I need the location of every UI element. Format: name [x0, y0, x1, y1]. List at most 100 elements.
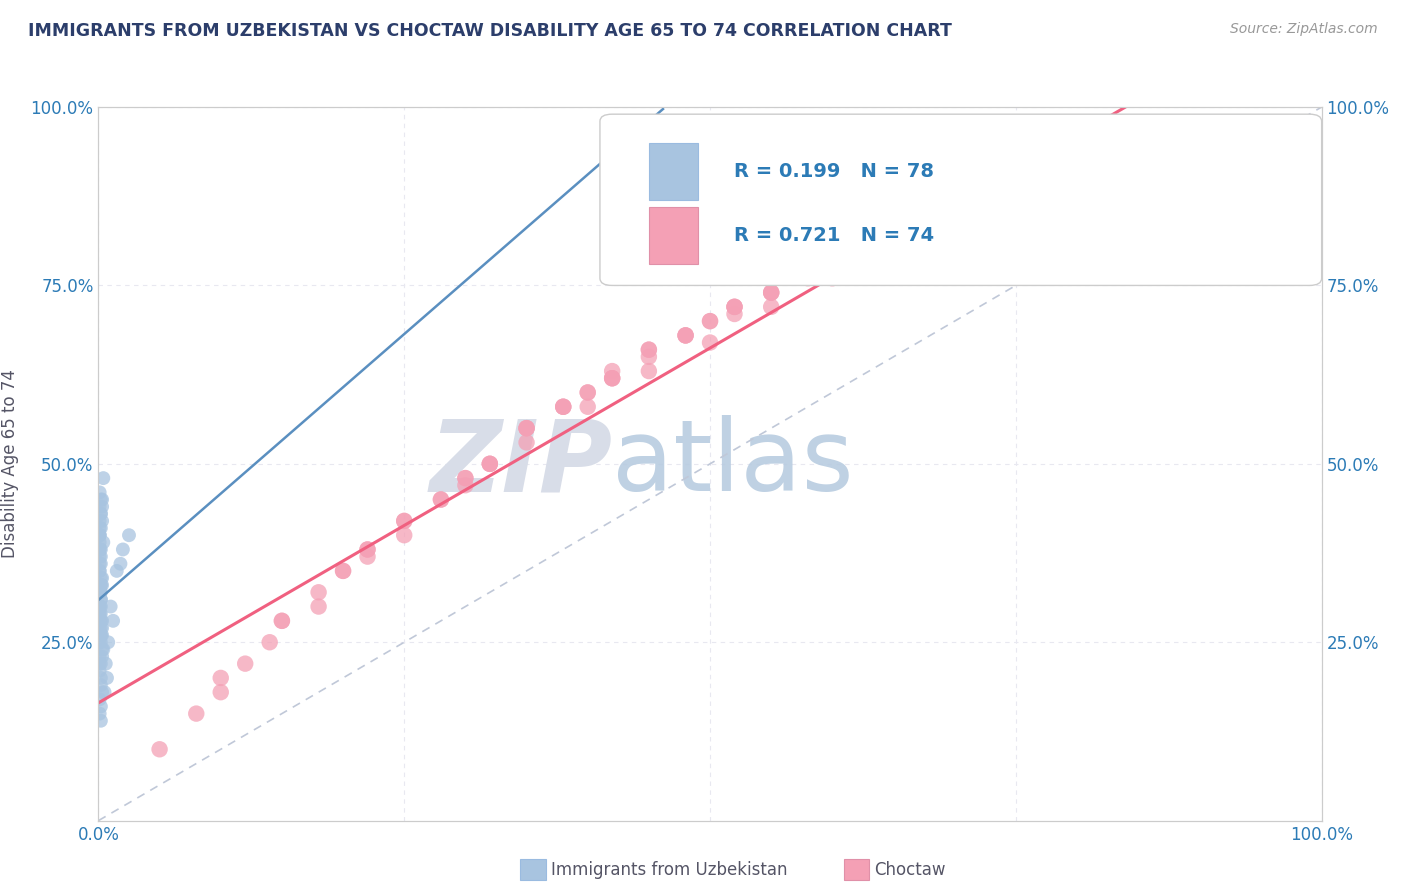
Point [699, 314, 721, 328]
Point [89, 664, 111, 678]
Point [94, 657, 117, 671]
Point [91, 500, 114, 514]
Point [90, 621, 112, 635]
Point [90, 714, 112, 728]
Point [1128, 157, 1150, 171]
Point [90, 578, 112, 592]
Point [89, 528, 111, 542]
FancyBboxPatch shape [600, 114, 1322, 285]
Point [515, 421, 537, 435]
Point [308, 585, 330, 599]
Point [478, 457, 501, 471]
Point [259, 635, 281, 649]
FancyBboxPatch shape [648, 207, 697, 264]
Point [723, 300, 745, 314]
Point [89, 500, 111, 514]
Point [90, 635, 112, 649]
Point [90, 507, 112, 521]
Point [270, 614, 294, 628]
Point [392, 514, 416, 528]
Point [89, 607, 111, 621]
Point [111, 542, 134, 557]
Point [89, 599, 111, 614]
Point [600, 371, 623, 385]
Point [89, 514, 111, 528]
Text: Immigrants from Uzbekistan: Immigrants from Uzbekistan [551, 861, 787, 879]
Point [576, 385, 599, 400]
Point [600, 371, 623, 385]
Point [149, 742, 172, 756]
Point [90, 678, 112, 692]
Point [478, 457, 501, 471]
Point [89, 549, 111, 564]
Text: R = 0.199   N = 78: R = 0.199 N = 78 [734, 161, 935, 181]
Point [91, 642, 114, 657]
Point [600, 364, 623, 378]
Point [332, 564, 354, 578]
Point [1090, 164, 1112, 178]
Point [89, 635, 111, 649]
Point [638, 350, 661, 364]
Point [515, 421, 537, 435]
Point [90, 628, 112, 642]
Point [797, 271, 820, 285]
Point [89, 614, 111, 628]
Point [89, 585, 111, 599]
Point [96, 671, 118, 685]
Point [600, 371, 623, 385]
Point [100, 599, 122, 614]
Point [576, 400, 599, 414]
Point [478, 457, 501, 471]
Text: ZIP: ZIP [429, 416, 612, 512]
Point [89, 528, 111, 542]
Point [553, 400, 575, 414]
Point [920, 257, 942, 271]
Point [761, 285, 783, 300]
Point [356, 542, 378, 557]
Point [91, 649, 114, 664]
Point [90, 607, 112, 621]
Point [308, 599, 330, 614]
Point [110, 557, 132, 571]
Point [90, 492, 112, 507]
Point [430, 492, 453, 507]
Point [89, 585, 111, 599]
Point [1066, 171, 1088, 186]
Point [90, 542, 112, 557]
Point [90, 599, 112, 614]
Point [515, 421, 537, 435]
Point [356, 549, 378, 564]
Point [89, 692, 111, 706]
Point [761, 285, 783, 300]
Point [91, 535, 114, 549]
Point [553, 400, 575, 414]
Point [89, 607, 111, 621]
Point [90, 571, 112, 585]
Point [101, 614, 124, 628]
Point [553, 400, 575, 414]
Point [91, 621, 114, 635]
Point [89, 485, 111, 500]
Point [675, 328, 697, 343]
Point [105, 564, 128, 578]
Point [723, 300, 745, 314]
Point [454, 471, 477, 485]
Point [638, 343, 661, 357]
Point [723, 300, 745, 314]
Point [761, 285, 783, 300]
Point [91, 628, 114, 642]
Point [89, 521, 111, 535]
Point [883, 228, 905, 243]
Point [90, 699, 112, 714]
Text: IMMIGRANTS FROM UZBEKISTAN VS CHOCTAW DISABILITY AGE 65 TO 74 CORRELATION CHART: IMMIGRANTS FROM UZBEKISTAN VS CHOCTAW DI… [28, 22, 952, 40]
Point [515, 435, 537, 450]
Point [186, 706, 208, 721]
Point [209, 671, 232, 685]
Point [90, 549, 112, 564]
Point [91, 492, 114, 507]
Point [89, 528, 111, 542]
Point [675, 328, 697, 343]
Point [723, 307, 745, 321]
Point [90, 507, 112, 521]
Point [90, 585, 112, 599]
